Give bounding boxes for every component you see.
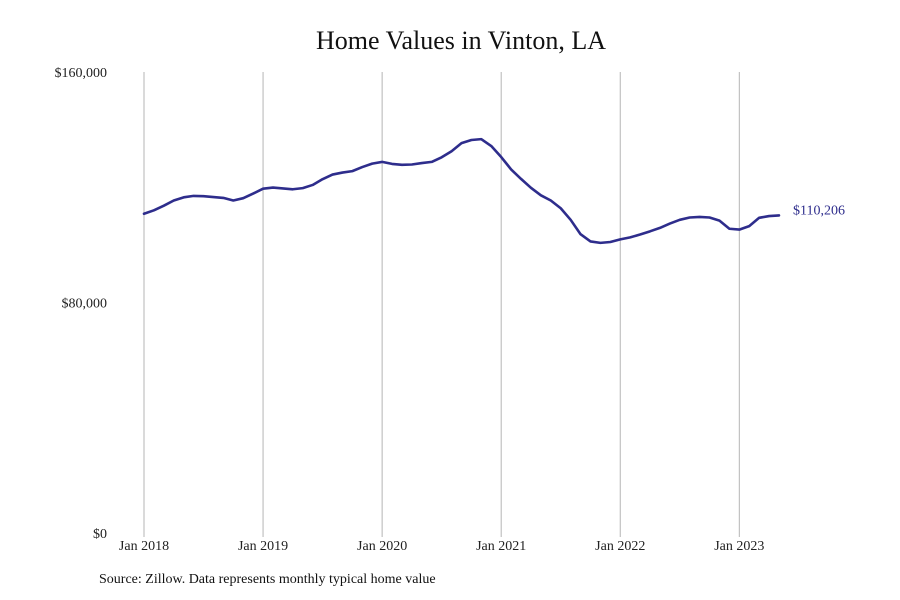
y-tick-label: $160,000 [55, 66, 108, 81]
y-tick-label: $0 [93, 527, 107, 542]
series-line [142, 137, 781, 245]
grid-lines [143, 72, 740, 537]
series-lines [142, 137, 781, 245]
x-tick-label: Jan 2021 [476, 539, 526, 554]
x-tick-label: Jan 2020 [357, 539, 407, 554]
source-note: Source: Zillow. Data represents monthly … [99, 572, 436, 587]
x-axis-ticks: Jan 2018 Jan 2019 Jan 2020 Jan 2021 Jan 2022… [119, 539, 764, 554]
end-labels: $110,206 [793, 203, 845, 218]
x-tick-label: Jan 2022 [595, 539, 645, 554]
x-tick-label: Jan 2023 [714, 539, 764, 554]
y-axis-ticks: $0 $80,000 $160,000 [55, 66, 108, 542]
y-tick-label: $80,000 [62, 297, 108, 312]
end-value-label: $110,206 [793, 203, 845, 218]
x-tick-label: Jan 2019 [238, 539, 288, 554]
x-tick-label: Jan 2018 [119, 539, 169, 554]
chart-title: Home Values in Vinton, LA [316, 26, 606, 55]
